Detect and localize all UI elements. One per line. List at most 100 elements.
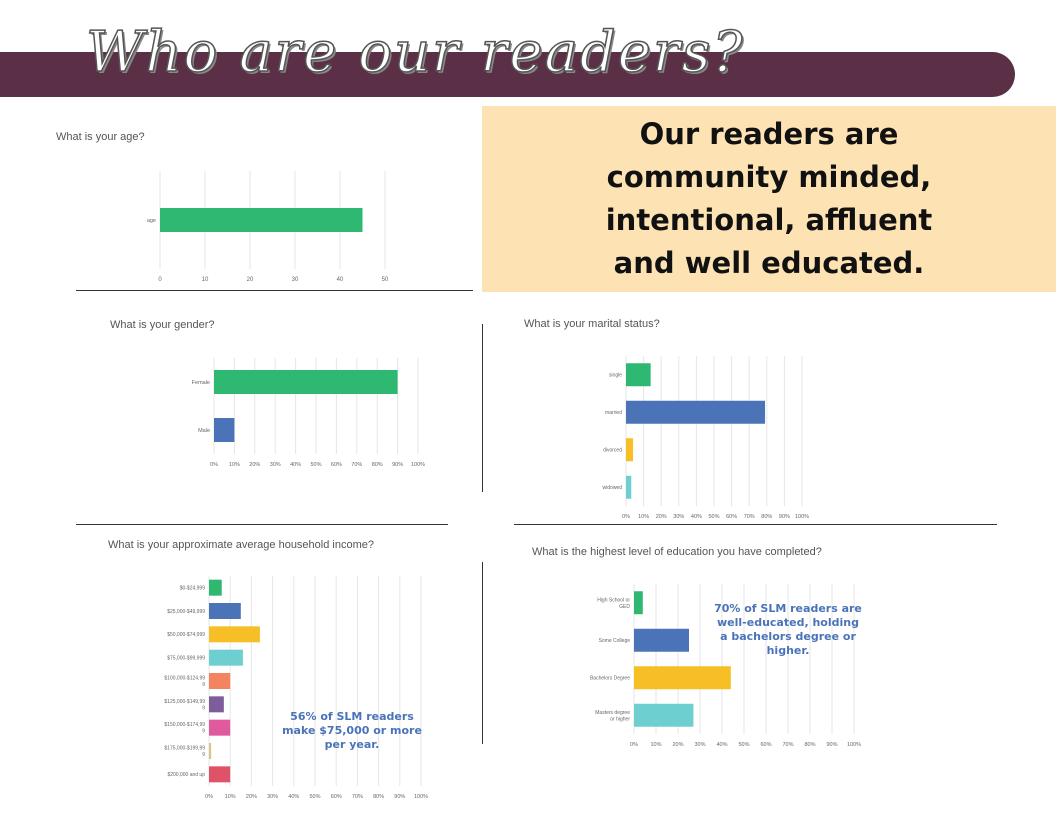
x-tick-label: 0%: [622, 514, 630, 520]
x-tick-label: 80%: [761, 514, 772, 520]
gender-chart: 0% 10% 20% 30% 40% 50% 60% 70% 80% 90% 100% Female M…: [192, 358, 425, 468]
category-label: $125,000-$149,99 9: [164, 699, 205, 712]
bar-marital-1: [626, 400, 766, 424]
x-tick-label: 60%: [331, 794, 342, 800]
x-tick-label: 90%: [779, 514, 790, 520]
bar-age-0: [160, 208, 363, 232]
x-tick-label: 50%: [310, 462, 321, 468]
bar-income-4: [209, 673, 231, 689]
x-tick-label: 90%: [394, 794, 405, 800]
x-tick-label: 30%: [673, 514, 684, 520]
bar-gender-0: [214, 370, 398, 394]
gender-question: What is your gender?: [110, 319, 215, 331]
x-tick-label: 20: [247, 277, 254, 283]
divider: [514, 524, 997, 525]
category-label: Male: [198, 428, 210, 434]
category-label: Bachelors Degree: [590, 676, 630, 682]
x-tick-label: 10%: [229, 462, 240, 468]
x-tick-label: 60%: [726, 514, 737, 520]
income-question: What is your approximate average househo…: [108, 539, 374, 551]
divider: [76, 524, 448, 525]
x-tick-label: 80%: [373, 794, 384, 800]
x-tick-label: 90%: [392, 462, 403, 468]
x-tick-label: 0%: [210, 462, 218, 468]
x-tick-label: 20%: [249, 462, 260, 468]
category-label: age: [147, 218, 156, 224]
x-tick-label: 80%: [804, 742, 815, 748]
age-chart: 0 10 20 30 40 50 age: [147, 171, 389, 283]
category-label: $75,000-$99,999: [167, 655, 205, 661]
category-label: Female: [192, 380, 210, 386]
x-tick-label: 40%: [288, 794, 299, 800]
bar-income-1: [209, 603, 241, 619]
x-tick-label: 50%: [309, 794, 320, 800]
category-label: $150,000-$174,99 9: [164, 722, 205, 735]
bar-gender-1: [214, 418, 235, 442]
x-tick-label: 70%: [351, 462, 362, 468]
divider: [482, 562, 483, 744]
income-chart: 0% 10% 20% 30% 40% 50% 60% 70% 80% 90% 100% $0-$24,…: [164, 576, 428, 800]
bar-marital-0: [626, 363, 651, 387]
x-tick-label: 10: [202, 277, 209, 283]
title-banner: [0, 52, 1015, 97]
x-tick-label: 60%: [331, 462, 342, 468]
category-label: single: [609, 373, 622, 379]
callout-box: Our readers are community minded, intent…: [482, 106, 1056, 292]
x-tick-label: 0: [158, 277, 162, 283]
x-tick-label: 40%: [716, 742, 727, 748]
marital-chart: 0% 10% 20% 30% 40% 50% 60% 70% 80% 90% 100% single m…: [603, 356, 809, 520]
category-label: $200,000 and up: [167, 772, 205, 778]
x-tick-label: 70%: [352, 794, 363, 800]
marital-question: What is your marital status?: [524, 318, 660, 330]
x-tick-label: 40%: [290, 462, 301, 468]
bar-income-2: [209, 626, 260, 643]
x-tick-label: 20%: [672, 742, 683, 748]
x-tick-label: 50%: [708, 514, 719, 520]
category-label: $175,000-$199,99 9: [164, 746, 205, 759]
x-tick-label: 30: [292, 277, 299, 283]
x-tick-label: 30%: [267, 794, 278, 800]
category-label: Some College: [599, 638, 631, 644]
x-tick-label: 30%: [270, 462, 281, 468]
x-tick-label: 20%: [656, 514, 667, 520]
bar-income-8: [209, 766, 231, 783]
category-label: Masters degree or higher: [595, 710, 630, 723]
x-tick-label: 40%: [691, 514, 702, 520]
page-title: Who are our readers?: [85, 19, 745, 86]
bar-education-2: [634, 666, 731, 690]
x-tick-label: 0%: [205, 794, 213, 800]
education-chart: 0% 10% 20% 30% 40% 50% 60% 70% 80% 90% 100% High Sc…: [590, 584, 861, 748]
category-label: $25,000-$49,999: [167, 609, 205, 615]
bar-income-3: [209, 649, 243, 666]
x-tick-label: 100%: [795, 514, 809, 520]
category-label: married: [605, 410, 622, 416]
divider: [482, 324, 483, 492]
bar-marital-2: [626, 438, 634, 462]
bar-education-3: [634, 703, 694, 727]
bar-education-1: [634, 628, 689, 652]
x-tick-label: 70%: [782, 742, 793, 748]
category-label: $50,000-$74,999: [167, 632, 205, 638]
age-question: What is your age?: [56, 131, 145, 143]
x-tick-label: 60%: [760, 742, 771, 748]
category-label: $0-$24,999: [180, 585, 206, 591]
divider: [76, 290, 473, 291]
x-tick-label: 0%: [630, 742, 638, 748]
bar-income-5: [209, 696, 224, 713]
category-label: widowed: [603, 485, 623, 491]
x-tick-label: 40: [337, 277, 344, 283]
category-label: $100,000-$124,99 9: [164, 676, 205, 689]
x-tick-label: 70%: [744, 514, 755, 520]
bar-marital-3: [626, 475, 632, 499]
bar-income-0: [209, 579, 222, 596]
category-label: divorced: [603, 448, 622, 454]
x-tick-label: 30%: [694, 742, 705, 748]
bar-education-0: [634, 591, 643, 615]
x-tick-label: 20%: [246, 794, 257, 800]
callout-text: Our readers are community minded, intent…: [605, 117, 933, 280]
x-tick-label: 100%: [847, 742, 861, 748]
x-tick-label: 80%: [372, 462, 383, 468]
x-tick-label: 100%: [414, 794, 428, 800]
x-tick-label: 10%: [225, 794, 236, 800]
bar-income-7: [209, 743, 212, 759]
